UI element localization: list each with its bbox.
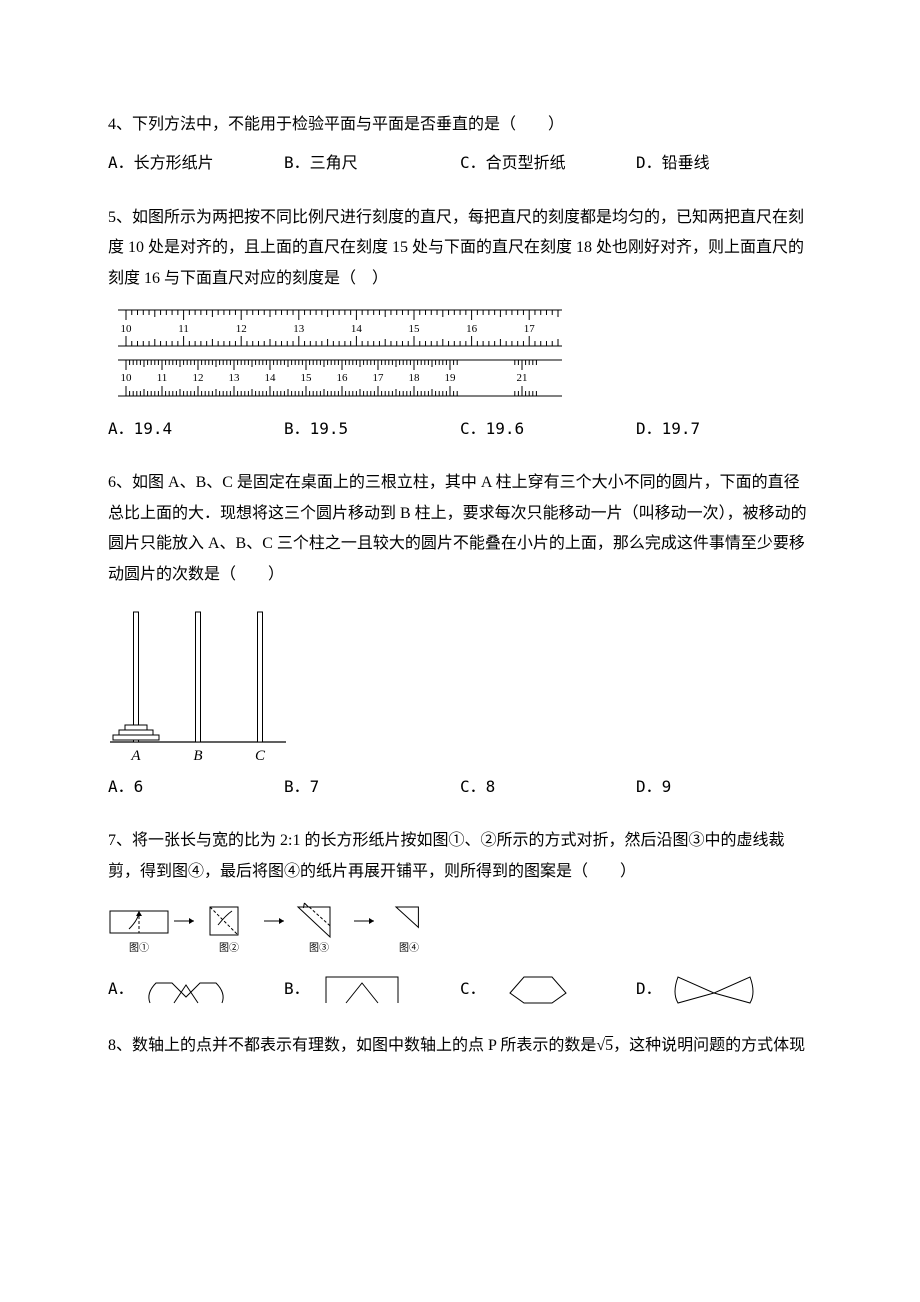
svg-text:图②: 图②: [219, 942, 239, 954]
q7-opt-c-icon: [496, 971, 580, 1007]
q6-opt-a: A．6: [108, 772, 284, 802]
q5-options: A．19.4 B．19.5 C．19.6 D．19.7: [108, 414, 812, 444]
q7-opt-a-icon: [144, 971, 228, 1007]
svg-text:C: C: [255, 748, 266, 764]
q6-text: 如图 A、B、C 是固定在桌面上的三根立柱，其中 A 柱上穿有三个大小不同的圆片…: [108, 474, 807, 582]
q5-opt-b: B．19.5: [284, 414, 460, 444]
q7-opt-d-icon: [672, 971, 756, 1007]
fold-svg: 图① 图② 图③ 图④: [108, 901, 448, 957]
q7-fold-sequence: 图① 图② 图③ 图④: [108, 901, 812, 957]
svg-text:11: 11: [157, 372, 168, 384]
q4-opt-d: D．铅垂线: [636, 148, 812, 178]
svg-text:15: 15: [409, 323, 421, 335]
svg-text:17: 17: [524, 323, 536, 335]
svg-text:16: 16: [337, 372, 349, 384]
q7-opt-a-cell: A．: [108, 971, 284, 1007]
q5-number: 5、: [108, 209, 132, 226]
question-7: 7、将一张长与宽的比为 2:1 的长方形纸片按如图①、②所示的方式对折，然后沿图…: [108, 826, 812, 1007]
q4-opt-c: C．合页型折纸: [460, 148, 636, 178]
question-4: 4、下列方法中，不能用于检验平面与平面是否垂直的是（ ） A．长方形纸片 B．三…: [108, 110, 812, 179]
q7-options: A． B． C． D．: [108, 971, 812, 1007]
q6-opt-d: D．9: [636, 772, 812, 802]
svg-text:13: 13: [229, 372, 241, 384]
q7-opt-d-cell: D．: [636, 971, 812, 1007]
question-5: 5、如图所示为两把按不同比例尺进行刻度的直尺，每把直尺的刻度都是均匀的，已知两把…: [108, 203, 812, 445]
q7-text: 将一张长与宽的比为 2:1 的长方形纸片按如图①、②所示的方式对折，然后沿图③中…: [108, 832, 784, 879]
q4-stem: 4、下列方法中，不能用于检验平面与平面是否垂直的是（ ）: [108, 110, 812, 140]
q8-stem: 8、数轴上的点并不都表示有理数，如图中数轴上的点 P 所表示的数是√5，这种说明…: [108, 1031, 812, 1061]
svg-text:12: 12: [236, 323, 247, 335]
exam-page: 4、下列方法中，不能用于检验平面与平面是否垂直的是（ ） A．长方形纸片 B．三…: [0, 0, 920, 1125]
q4-opt-b: B．三角尺: [284, 148, 460, 178]
q7-opt-b-icon: [320, 971, 404, 1007]
q6-opt-b: B．7: [284, 772, 460, 802]
q7-opt-c-label: C．: [460, 974, 486, 1004]
q8-text-prefix: 数轴上的点并不都表示有理数，如图中数轴上的点 P 所表示的数是: [132, 1037, 596, 1054]
question-8: 8、数轴上的点并不都表示有理数，如图中数轴上的点 P 所表示的数是√5，这种说明…: [108, 1031, 812, 1061]
q4-text: 下列方法中，不能用于检验平面与平面是否垂直的是（ ）: [132, 116, 564, 133]
q7-opt-d-label: D．: [636, 974, 662, 1004]
svg-text:19: 19: [445, 372, 457, 384]
question-6: 6、如图 A、B、C 是固定在桌面上的三根立柱，其中 A 柱上穿有三个大小不同的…: [108, 468, 812, 802]
q5-opt-d: D．19.7: [636, 414, 812, 444]
q6-opt-c: C．8: [460, 772, 636, 802]
svg-text:11: 11: [178, 323, 189, 335]
q6-number: 6、: [108, 474, 132, 491]
svg-text:10: 10: [121, 323, 133, 335]
svg-text:16: 16: [466, 323, 478, 335]
svg-text:A: A: [130, 748, 141, 764]
q5-ruler-figure: 10 11 12 13 14 15 16 17 10 11 12 13 14 15 16 17 18 19 21: [108, 306, 812, 398]
q7-stem: 7、将一张长与宽的比为 2:1 的长方形纸片按如图①、②所示的方式对折，然后沿图…: [108, 826, 812, 887]
svg-text:12: 12: [193, 372, 204, 384]
q7-number: 7、: [108, 832, 132, 849]
hanoi-svg: A B C: [108, 604, 288, 764]
svg-text:14: 14: [351, 323, 363, 335]
ruler-svg: 10 11 12 13 14 15 16 17 10 11 12 13 14 15 16 17 18 19 21: [108, 306, 568, 398]
svg-text:13: 13: [293, 323, 305, 335]
q7-opt-b-cell: B．: [284, 971, 460, 1007]
q5-stem: 5、如图所示为两把按不同比例尺进行刻度的直尺，每把直尺的刻度都是均匀的，已知两把…: [108, 203, 812, 294]
q6-stem: 6、如图 A、B、C 是固定在桌面上的三根立柱，其中 A 柱上穿有三个大小不同的…: [108, 468, 812, 590]
q4-number: 4、: [108, 116, 132, 133]
svg-text:18: 18: [409, 372, 421, 384]
q6-options: A．6 B．7 C．8 D．9: [108, 772, 812, 802]
svg-text:图④: 图④: [399, 942, 419, 954]
q5-opt-c: C．19.6: [460, 414, 636, 444]
q5-opt-a: A．19.4: [108, 414, 284, 444]
q8-text-suffix: ，这种说明问题的方式体现: [613, 1037, 805, 1054]
q6-hanoi-figure: A B C: [108, 604, 812, 764]
svg-text:10: 10: [121, 372, 133, 384]
svg-text:图①: 图①: [129, 942, 149, 954]
svg-text:14: 14: [265, 372, 277, 384]
svg-text:B: B: [193, 748, 202, 764]
q7-opt-c-cell: C．: [460, 971, 636, 1007]
q4-opt-a: A．长方形纸片: [108, 148, 284, 178]
svg-text:21: 21: [517, 372, 528, 384]
q7-opt-a-label: A．: [108, 974, 134, 1004]
svg-text:17: 17: [373, 372, 385, 384]
svg-text:15: 15: [301, 372, 313, 384]
svg-text:图③: 图③: [309, 942, 329, 954]
q4-options: A．长方形纸片 B．三角尺 C．合页型折纸 D．铅垂线: [108, 148, 812, 178]
q5-text: 如图所示为两把按不同比例尺进行刻度的直尺，每把直尺的刻度都是均匀的，已知两把直尺…: [108, 209, 804, 287]
q8-radical: √5: [596, 1037, 613, 1054]
q8-number: 8、: [108, 1037, 132, 1054]
q7-opt-b-label: B．: [284, 974, 310, 1004]
